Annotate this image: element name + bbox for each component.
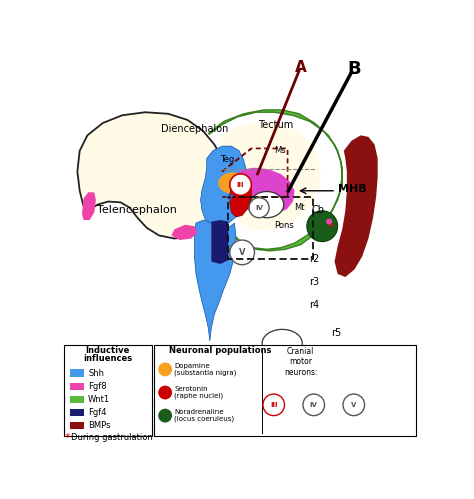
Polygon shape — [208, 110, 342, 251]
Text: III: III — [270, 402, 277, 408]
Polygon shape — [220, 121, 321, 231]
Text: Fgf8: Fgf8 — [88, 382, 107, 391]
Text: r2: r2 — [310, 253, 319, 263]
Text: IV: IV — [310, 402, 318, 408]
Text: Diencephalon: Diencephalon — [162, 124, 229, 134]
Text: A: A — [295, 60, 307, 75]
Text: Teg: Teg — [219, 156, 234, 165]
Ellipse shape — [219, 172, 247, 194]
Polygon shape — [235, 168, 294, 216]
Ellipse shape — [250, 192, 284, 218]
Circle shape — [249, 198, 269, 218]
Bar — [70, 409, 83, 416]
Polygon shape — [82, 192, 96, 220]
Bar — [70, 396, 83, 403]
Bar — [70, 422, 83, 430]
Text: B: B — [348, 60, 361, 78]
Text: Cranial
motor
neurons:: Cranial motor neurons: — [284, 347, 318, 377]
Polygon shape — [77, 112, 226, 239]
Text: During gastrulation: During gastrulation — [71, 433, 153, 442]
Bar — [64, 345, 152, 436]
Text: Tectum: Tectum — [258, 120, 294, 130]
Text: V: V — [351, 402, 356, 408]
Text: Shh: Shh — [88, 369, 104, 378]
Polygon shape — [230, 177, 251, 217]
Polygon shape — [194, 220, 236, 341]
Bar — [70, 369, 83, 377]
Text: Noradrenaline
(locus coeruleus): Noradrenaline (locus coeruleus) — [174, 409, 235, 422]
Text: IV: IV — [255, 205, 263, 211]
Circle shape — [303, 394, 325, 416]
Polygon shape — [201, 146, 248, 226]
Text: Dopamine
(substantia nigra): Dopamine (substantia nigra) — [174, 363, 237, 376]
Text: Serotonin
(raphe nuclei): Serotonin (raphe nuclei) — [174, 386, 224, 399]
Text: Wnt1: Wnt1 — [88, 395, 110, 404]
Bar — [70, 383, 83, 390]
Circle shape — [158, 409, 172, 423]
Circle shape — [326, 219, 332, 225]
Text: Telencephalon: Telencephalon — [98, 205, 177, 215]
Text: BMPs: BMPs — [88, 421, 110, 430]
Text: Neuronal populations: Neuronal populations — [169, 346, 271, 355]
Text: *: * — [65, 433, 71, 443]
Text: *: * — [328, 223, 334, 233]
Text: Pons: Pons — [274, 221, 293, 230]
Polygon shape — [171, 225, 198, 240]
Bar — [155, 345, 416, 436]
Circle shape — [158, 386, 172, 400]
Text: V: V — [239, 248, 246, 257]
Polygon shape — [335, 135, 378, 277]
Text: Ms: Ms — [274, 146, 286, 155]
Text: r4: r4 — [310, 300, 319, 310]
Text: Inductive: Inductive — [85, 346, 129, 355]
Circle shape — [263, 394, 284, 416]
Polygon shape — [211, 220, 228, 264]
Circle shape — [307, 211, 337, 242]
Circle shape — [343, 394, 365, 416]
Circle shape — [158, 362, 172, 376]
Text: influences: influences — [83, 354, 132, 363]
Circle shape — [230, 174, 251, 196]
Text: Cb: Cb — [312, 205, 325, 215]
Text: r3: r3 — [310, 276, 319, 286]
Text: Mt: Mt — [294, 203, 304, 212]
Text: MHB: MHB — [337, 184, 366, 194]
Bar — [228, 197, 313, 258]
Ellipse shape — [262, 329, 302, 357]
Text: r5: r5 — [331, 328, 341, 338]
Text: III: III — [237, 182, 245, 188]
Text: Fgf4: Fgf4 — [88, 408, 107, 417]
Circle shape — [230, 240, 255, 264]
